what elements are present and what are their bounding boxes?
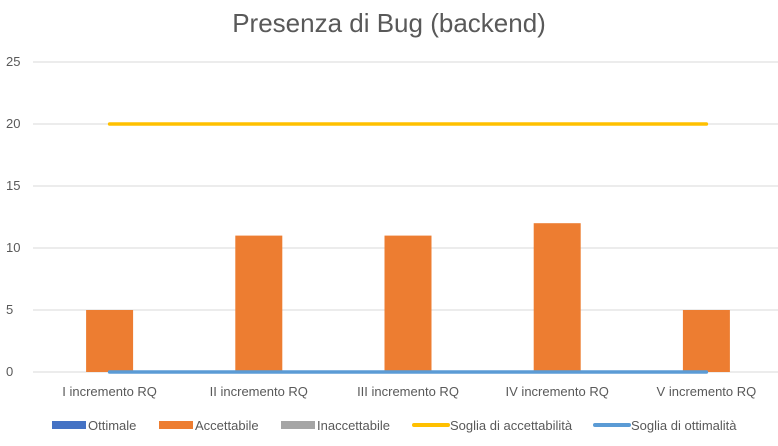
y-tick-label: 20 (6, 116, 20, 131)
y-tick-label: 25 (6, 54, 20, 69)
x-category-label: V incremento RQ (657, 384, 757, 399)
legend-label: Accettabile (195, 418, 259, 433)
y-axis-ticks: 0 5 10 15 20 25 (6, 54, 20, 379)
y-tick-label: 10 (6, 240, 20, 255)
bars (86, 223, 730, 372)
threshold-lines (107, 122, 709, 374)
x-category-label: I incremento RQ (62, 384, 157, 399)
x-category-label: III incremento RQ (357, 384, 459, 399)
legend-label: Soglia di ottimalità (631, 418, 737, 433)
legend-swatch (159, 421, 193, 429)
chart-title: Presenza di Bug (backend) (232, 8, 546, 38)
bar-accettabile (86, 310, 134, 372)
legend-label: Soglia di accettabilità (450, 418, 573, 433)
y-tick-label: 15 (6, 178, 20, 193)
y-tick-label: 0 (6, 364, 13, 379)
legend: Ottimale Accettabile Inaccettabile Soglia d… (52, 418, 737, 433)
x-category-label: IV incremento RQ (506, 384, 609, 399)
legend-swatch (52, 421, 86, 429)
bar-accettabile (384, 235, 432, 372)
x-category-label: II incremento RQ (210, 384, 308, 399)
legend-label: Inaccettabile (317, 418, 390, 433)
y-tick-label: 5 (6, 302, 13, 317)
bar-accettabile (533, 223, 581, 372)
x-axis-categories: I incremento RQ II incremento RQ III incre… (62, 384, 756, 399)
legend-label: Ottimale (88, 418, 136, 433)
bar-accettabile (682, 310, 730, 372)
bar-accettabile (235, 235, 283, 372)
legend-swatch (281, 421, 315, 429)
